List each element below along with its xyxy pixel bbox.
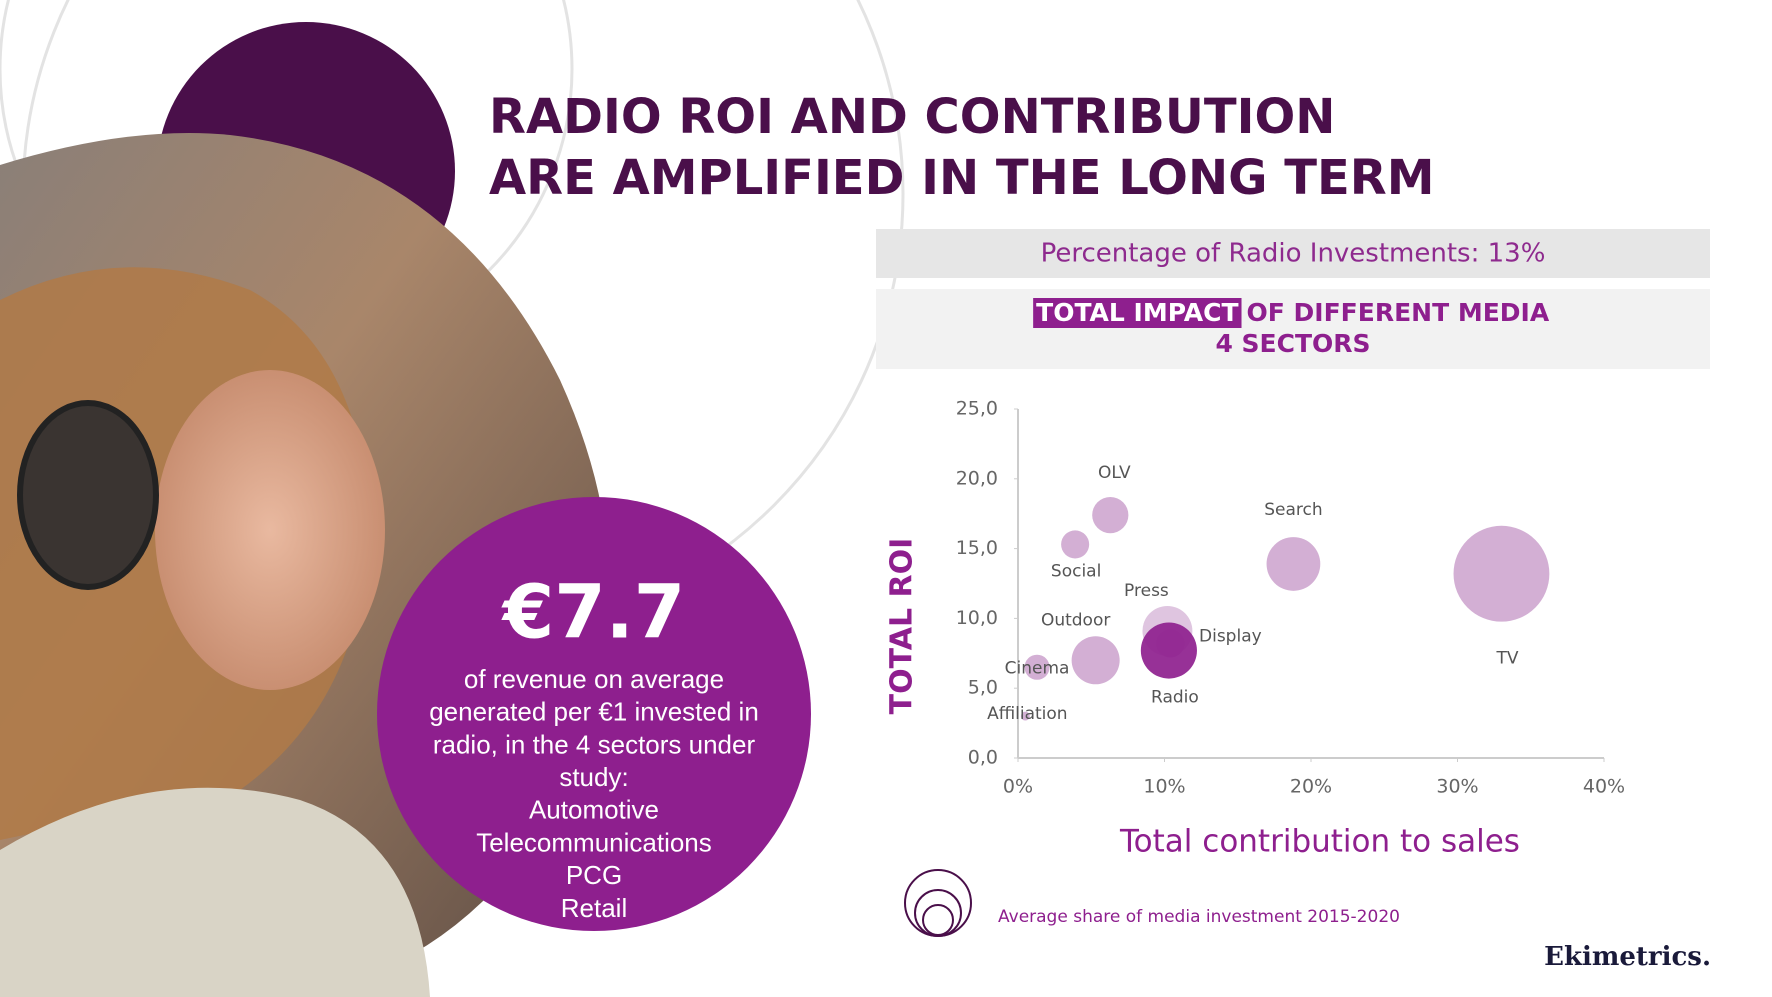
- y-tick-label: 10,0: [956, 607, 998, 629]
- bubble: [1024, 654, 1050, 680]
- point-label: Affiliation: [987, 704, 1068, 724]
- x-axis-title: Total contribution to sales: [1119, 824, 1520, 860]
- point-label: Radio: [1151, 688, 1199, 708]
- photo-headphone: [17, 400, 159, 590]
- legend-text: Average share of media investment 2015-2…: [998, 907, 1400, 927]
- photo-face: [155, 370, 385, 690]
- point-label: TV: [1495, 649, 1518, 669]
- chart-title: TOTAL IMPACT OF DIFFERENT MEDIA: [1036, 298, 1550, 327]
- x-tick-label: 40%: [1583, 776, 1625, 798]
- title: RADIO ROI AND CONTRIBUTION: [489, 89, 1335, 145]
- y-tick-label: 0,0: [968, 747, 998, 769]
- callout-circle: [377, 497, 811, 931]
- x-tick-label: 30%: [1436, 776, 1478, 798]
- callout-line: of revenue on average: [464, 664, 724, 694]
- point-label: Press: [1124, 581, 1169, 601]
- y-axis-title: TOTAL ROI: [885, 538, 920, 715]
- callout-line: Retail: [561, 893, 627, 923]
- point-label: OLV: [1098, 463, 1131, 483]
- chart-subtitle: 4 SECTORS: [1215, 329, 1370, 358]
- callout-line: generated per €1 invested in: [429, 697, 759, 727]
- title-rest: OF DIFFERENT MEDIA: [1247, 298, 1550, 327]
- legend-icon: [904, 869, 972, 937]
- point-label: Social: [1051, 561, 1101, 581]
- y-tick-label: 25,0: [956, 398, 998, 420]
- y-tick-label: 5,0: [968, 677, 998, 699]
- callout-line: Automotive: [529, 795, 659, 825]
- x-tick-label: 10%: [1143, 776, 1185, 798]
- banner: [876, 229, 1710, 278]
- plot: 0,0 5,0 10,0 15,0 20,0 25,0 0% 10% 20% 30% 40% TV Se…: [956, 398, 1625, 798]
- banner-text: Percentage of Radio Investments: 13%: [1041, 239, 1546, 269]
- callout-line: study:: [559, 762, 628, 792]
- bubble: [1020, 711, 1030, 721]
- bubble: [1453, 525, 1550, 622]
- bubble: [1092, 496, 1129, 534]
- callout-value: €7.7: [501, 570, 686, 656]
- title: ARE AMPLIFIED IN THE LONG TERM: [489, 150, 1435, 206]
- y-tick-label: 20,0: [956, 467, 998, 489]
- bubble: [1071, 636, 1120, 685]
- brand: Ekimetrics.: [1544, 942, 1711, 972]
- bubble: [1140, 622, 1197, 679]
- callout-line: Telecommunications: [476, 827, 712, 857]
- title-highlight-bg: [1033, 298, 1242, 328]
- x-tick-label: 20%: [1290, 776, 1332, 798]
- callout-line: PCG: [566, 860, 622, 890]
- callout-line: radio, in the 4 sectors under: [433, 729, 756, 759]
- point-label: Display: [1199, 627, 1262, 647]
- point-label: Outdoor: [1041, 610, 1110, 630]
- title-highlight: TOTAL IMPACT: [1036, 298, 1238, 327]
- chart-header: [876, 289, 1710, 369]
- point-label: Search: [1264, 500, 1322, 520]
- bubble: [1061, 530, 1090, 559]
- y-tick-label: 15,0: [956, 537, 998, 559]
- photo-jacket: [0, 787, 430, 997]
- bubble: [1266, 537, 1321, 591]
- x-tick-label: 0%: [1003, 776, 1033, 798]
- point-label: Cinema: [1005, 658, 1070, 678]
